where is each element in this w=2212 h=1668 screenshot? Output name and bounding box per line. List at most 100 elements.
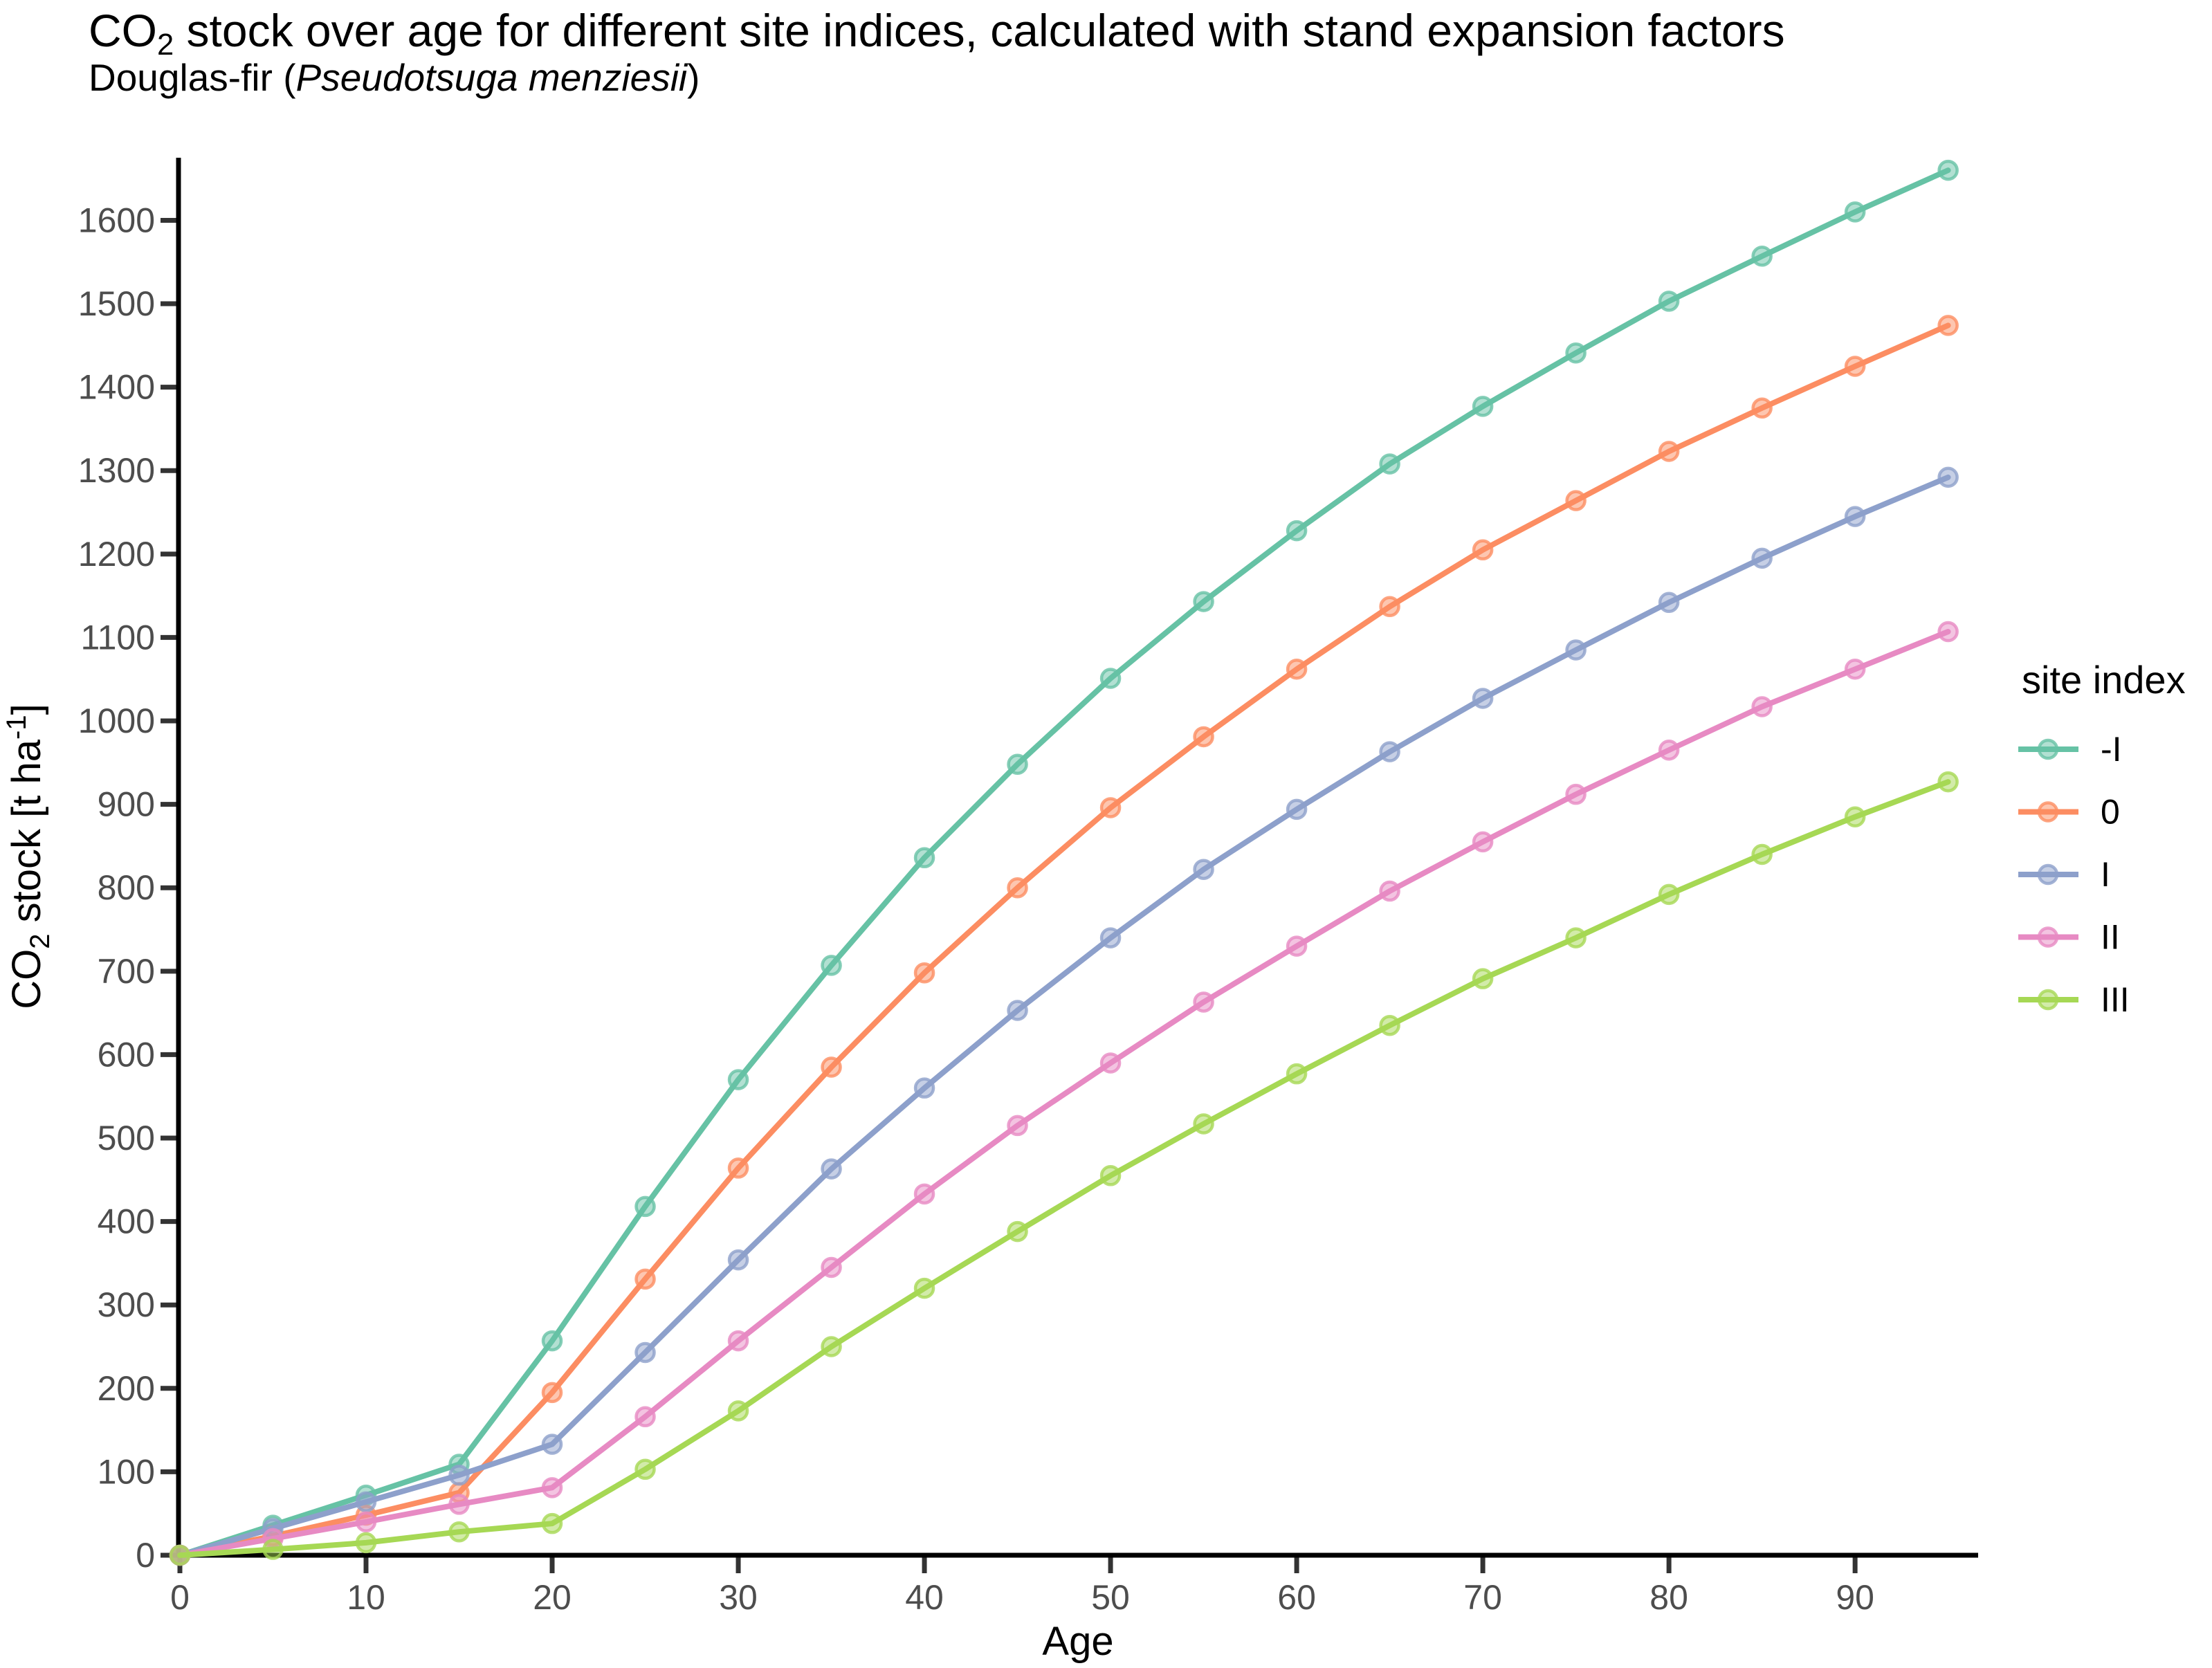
point-0-age-80 (1658, 441, 1680, 462)
point-II-age-75 (1565, 783, 1587, 805)
y-tick-label: 500 (98, 1119, 155, 1157)
point-0-age-45 (1007, 877, 1028, 899)
point-I-age-20 (541, 1433, 563, 1455)
legend-label: II (2101, 918, 2120, 957)
x-tick-label: 90 (1836, 1578, 1874, 1617)
y-tick-label: 100 (98, 1452, 155, 1491)
point-I-age-50 (1099, 927, 1122, 948)
point-I-age-45 (1007, 1000, 1028, 1021)
point-II-age-45 (1007, 1115, 1028, 1137)
point--I-age-85 (1751, 246, 1773, 267)
point-III-age-20 (541, 1512, 563, 1534)
point--I-age-65 (1379, 453, 1400, 475)
point-0-age-65 (1379, 596, 1400, 618)
point--I-age-25 (634, 1195, 656, 1218)
point-II-age-25 (634, 1406, 656, 1428)
legend-item-0: 0 (2018, 793, 2120, 832)
point--I-age-75 (1565, 342, 1587, 364)
y-tick-label: 1300 (78, 451, 155, 490)
point--I-age-60 (1286, 520, 1308, 542)
point-0-age-70 (1472, 539, 1494, 561)
legend-item-II: II (2018, 918, 2120, 957)
point-III-age-25 (634, 1458, 656, 1481)
point-III-age-35 (821, 1336, 842, 1357)
point-I-age-75 (1565, 639, 1587, 661)
point-II-age-80 (1658, 739, 1680, 761)
y-axis-title: CO2 stock [t ha-1] (1, 704, 55, 1009)
point-0-age-60 (1286, 659, 1308, 680)
point-III-age-90 (1844, 806, 1866, 827)
point-III-age-65 (1379, 1014, 1400, 1036)
point-I-age-80 (1658, 592, 1680, 614)
x-tick-label: 70 (1463, 1578, 1502, 1617)
y-tick-label: 800 (98, 868, 155, 907)
point--I-age-20 (541, 1330, 563, 1352)
x-tick-label: 30 (719, 1578, 758, 1617)
y-tick-label: 600 (98, 1035, 155, 1074)
point-I-age-95 (1937, 466, 1959, 488)
point--I-age-50 (1099, 668, 1122, 689)
point-II-age-50 (1099, 1052, 1122, 1074)
point-II-age-30 (727, 1330, 749, 1352)
point--I-age-40 (913, 847, 935, 869)
point-III-age-60 (1286, 1063, 1308, 1085)
chart-subtitle: Douglas-fir (Pseudotsuga menziesii) (89, 55, 700, 100)
point-I-age-85 (1751, 547, 1773, 569)
chart-title-post: stock over age for different site indice… (174, 5, 1785, 56)
series-line--I (177, 167, 1951, 1558)
point-II-age-35 (821, 1256, 842, 1279)
point-III-age-50 (1099, 1165, 1122, 1186)
point-0-age-35 (821, 1056, 842, 1078)
point--I-age-55 (1193, 591, 1214, 612)
x-tick-label: 60 (1277, 1578, 1316, 1617)
point-0-age-40 (913, 962, 935, 984)
legend-item-III: III (2018, 980, 2130, 1019)
series-I (169, 466, 1959, 1566)
point-0-age-25 (634, 1268, 656, 1290)
legend-key-point (2037, 801, 2059, 823)
y-tick-label: 1000 (78, 702, 155, 740)
point--I-age-95 (1937, 159, 1959, 181)
legend-item--I: -I (2018, 730, 2122, 769)
y-tick-label: 1100 (80, 618, 155, 657)
chart-subtitle-post: ) (687, 56, 700, 99)
point-I-age-70 (1472, 688, 1494, 709)
point-II-age-90 (1844, 659, 1866, 680)
x-tick-label: 20 (533, 1578, 572, 1617)
y-tick-label: 1600 (78, 201, 155, 239)
x-tick-label: 0 (170, 1578, 190, 1617)
chart-subtitle-species: Pseudotsuga menziesii (295, 56, 688, 99)
point-II-age-60 (1286, 935, 1308, 957)
chart-subtitle-pre: Douglas-fir ( (89, 56, 296, 99)
legend-label: 0 (2101, 793, 2120, 832)
point-0-age-20 (541, 1382, 563, 1404)
point-II-age-40 (913, 1183, 935, 1205)
legend-label: -I (2101, 730, 2122, 769)
point-I-age-25 (634, 1341, 656, 1364)
chart-title: CO2 stock over age for different site in… (89, 4, 1785, 62)
series-II (169, 621, 1959, 1566)
point--I-age-90 (1844, 201, 1866, 223)
x-tick-label: 10 (347, 1578, 385, 1617)
y-tick-label: 700 (98, 952, 155, 991)
point-II-age-85 (1751, 696, 1773, 717)
point--I-age-70 (1472, 396, 1494, 417)
y-tick-label: 300 (98, 1285, 155, 1324)
point-0-age-95 (1937, 315, 1959, 336)
point-III-age-45 (1007, 1220, 1028, 1243)
point-I-age-90 (1844, 506, 1866, 527)
legend-key-point (2037, 738, 2059, 760)
point--I-age-45 (1007, 753, 1028, 775)
point--I-age-35 (821, 955, 842, 976)
x-tick-label: 50 (1091, 1578, 1130, 1617)
legend-label: I (2101, 855, 2110, 894)
point-III-age-40 (913, 1277, 935, 1299)
series-line-I (177, 474, 1951, 1558)
point-0-age-90 (1844, 356, 1866, 377)
y-tick-label: 400 (98, 1202, 155, 1241)
point-I-age-35 (821, 1158, 842, 1180)
point-II-age-95 (1937, 621, 1959, 643)
x-tick-label: 80 (1649, 1578, 1688, 1617)
